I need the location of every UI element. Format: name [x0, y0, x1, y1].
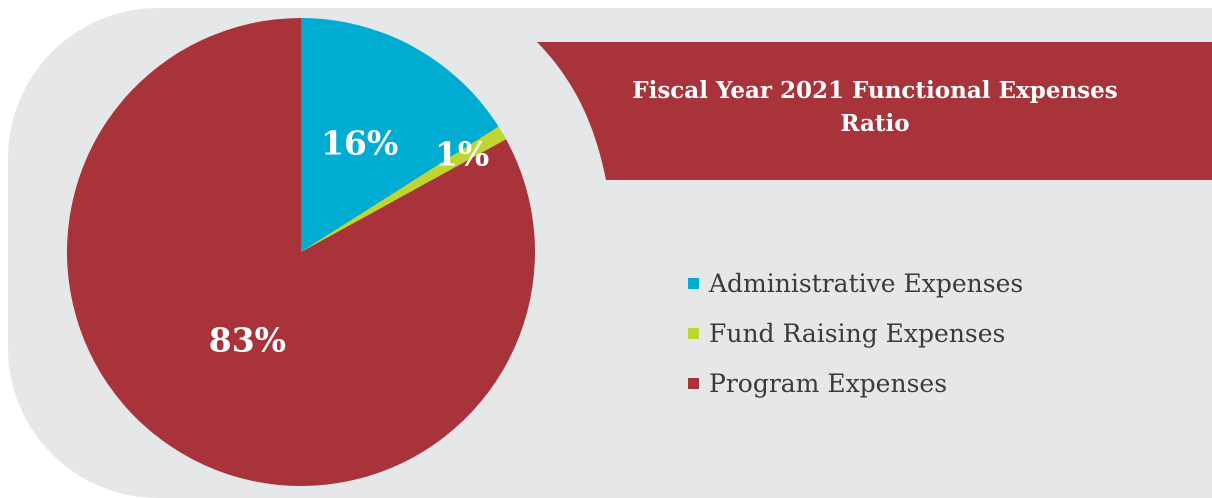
legend-item-fund-raising-expenses: Fund Raising Expenses [688, 308, 1023, 358]
pie-label-administrative-expenses: 16% [321, 123, 398, 162]
pie-slice-fund-raising-expenses [301, 126, 507, 252]
pie-slices [67, 18, 536, 486]
legend-swatch [688, 277, 699, 289]
pie-label-fund-raising-expenses: 1% [435, 135, 489, 174]
pie-slice-program-expenses [67, 18, 536, 486]
legend: Administrative Expenses Fund Raising Expe… [688, 258, 1023, 408]
pie-label-program-expenses: 83% [209, 321, 286, 360]
legend-label: Administrative Expenses [709, 268, 1024, 298]
legend-swatch [688, 377, 699, 389]
legend-item-program-expenses: Program Expenses [688, 358, 1023, 408]
legend-item-administrative-expenses: Administrative Expenses [688, 258, 1023, 308]
legend-label: Program Expenses [709, 368, 948, 398]
pie-slice-administrative-expenses [301, 18, 499, 252]
legend-swatch [688, 327, 699, 339]
chart-title: Fiscal Year 2021 Functional Expenses Rat… [632, 77, 1118, 137]
pie-labels: 16% 1% 83% [209, 123, 490, 359]
legend-label: Fund Raising Expenses [709, 318, 1006, 348]
